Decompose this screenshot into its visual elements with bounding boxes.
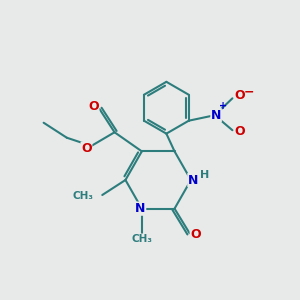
Text: O: O bbox=[235, 89, 245, 102]
Text: H: H bbox=[200, 170, 210, 180]
Text: −: − bbox=[244, 85, 254, 98]
Text: O: O bbox=[235, 125, 245, 138]
Text: CH₃: CH₃ bbox=[73, 191, 94, 201]
Text: N: N bbox=[188, 173, 198, 187]
Text: N: N bbox=[135, 202, 146, 215]
Text: +: + bbox=[219, 101, 227, 111]
Text: N: N bbox=[211, 109, 221, 122]
Text: O: O bbox=[190, 228, 201, 241]
Text: O: O bbox=[88, 100, 99, 113]
Text: O: O bbox=[81, 142, 92, 155]
Text: CH₃: CH₃ bbox=[131, 234, 152, 244]
